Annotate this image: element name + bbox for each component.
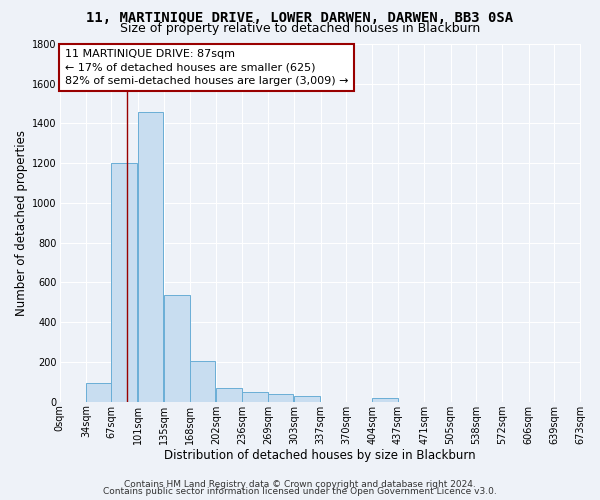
Text: Contains public sector information licensed under the Open Government Licence v3: Contains public sector information licen…: [103, 487, 497, 496]
Bar: [294, 396, 320, 402]
Bar: [112, 163, 137, 402]
Text: Contains HM Land Registry data © Crown copyright and database right 2024.: Contains HM Land Registry data © Crown c…: [124, 480, 476, 489]
Bar: [216, 388, 242, 402]
X-axis label: Distribution of detached houses by size in Blackburn: Distribution of detached houses by size …: [164, 450, 476, 462]
Bar: [190, 361, 215, 402]
Bar: [373, 398, 398, 402]
Bar: [242, 392, 268, 402]
Text: 11 MARTINIQUE DRIVE: 87sqm
← 17% of detached houses are smaller (625)
82% of sem: 11 MARTINIQUE DRIVE: 87sqm ← 17% of deta…: [65, 50, 348, 86]
Bar: [268, 394, 293, 402]
Text: 11, MARTINIQUE DRIVE, LOWER DARWEN, DARWEN, BB3 0SA: 11, MARTINIQUE DRIVE, LOWER DARWEN, DARW…: [86, 11, 514, 25]
Bar: [164, 295, 190, 402]
Text: Size of property relative to detached houses in Blackburn: Size of property relative to detached ho…: [120, 22, 480, 35]
Bar: [86, 383, 112, 402]
Bar: [138, 112, 163, 402]
Y-axis label: Number of detached properties: Number of detached properties: [15, 130, 28, 316]
